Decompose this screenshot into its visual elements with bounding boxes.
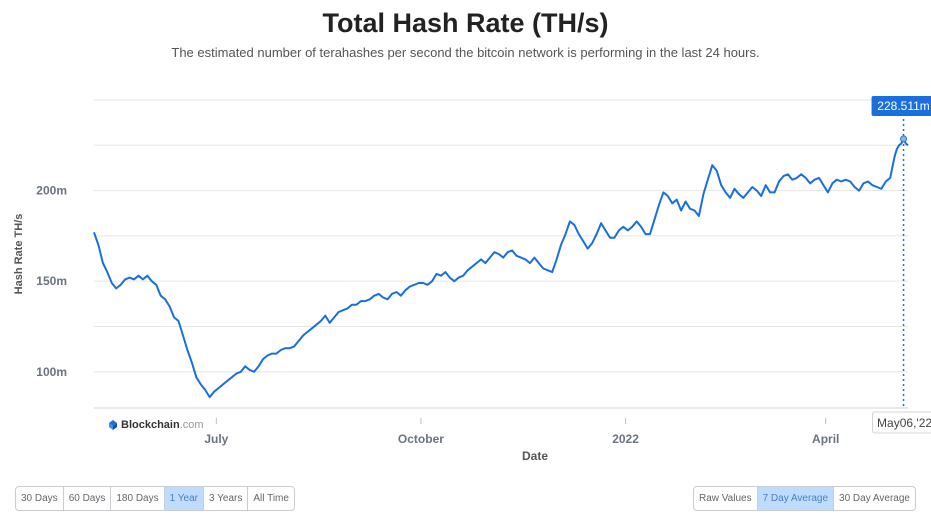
- series-line: [93, 137, 909, 399]
- range-button-1-year[interactable]: 1 Year: [164, 487, 204, 510]
- x-axis-title: Date: [522, 449, 548, 463]
- watermark: Blockchain.com: [121, 419, 204, 431]
- y-tick-label: 100m: [36, 365, 67, 379]
- range-button-3-years[interactable]: 3 Years: [204, 487, 249, 510]
- value-tooltip-box: [871, 96, 931, 116]
- blockchain-logo-icon: [109, 420, 117, 430]
- chart-title: Total Hash Rate (TH/s): [322, 8, 609, 38]
- date-tooltip-text: May06,'22: [877, 416, 931, 430]
- chart-subtitle: The estimated number of terahashes per s…: [171, 45, 760, 60]
- range-button-all-time[interactable]: All Time: [253, 493, 289, 504]
- date-tooltip-box: [872, 411, 931, 434]
- mode-button-raw-values[interactable]: Raw Values: [694, 487, 758, 510]
- range-button-180-days[interactable]: 180 Days: [111, 487, 165, 510]
- x-tick-label: October: [398, 432, 444, 446]
- range-button-30-days[interactable]: 30 Days: [16, 487, 64, 510]
- watermark-brand: Blockchain: [121, 419, 180, 431]
- x-tick-label: April: [812, 432, 839, 446]
- value-tooltip-text: 228.511m: [877, 99, 929, 113]
- y-axis-title: Hash Rate TH/s: [13, 214, 25, 295]
- highlight-point: [900, 135, 908, 143]
- y-tick-label: 200m: [36, 184, 67, 198]
- y-tick-label: 150m: [36, 274, 67, 288]
- mode-button-30-day-average[interactable]: 30 Day Average: [839, 493, 910, 504]
- x-tick-label: 2022: [612, 432, 639, 446]
- range-button-60-days[interactable]: 60 Days: [64, 487, 112, 510]
- mode-button-7-day-average[interactable]: 7 Day Average: [757, 487, 835, 510]
- watermark-suffix: .com: [180, 419, 204, 431]
- averaging-mode-selector: Raw Values 7 Day Average 30 Day Average: [692, 486, 916, 511]
- time-range-selector: 30 Days 60 Days 180 Days 1 Year 3 Years All T…: [15, 486, 295, 511]
- x-tick-label: July: [204, 432, 228, 446]
